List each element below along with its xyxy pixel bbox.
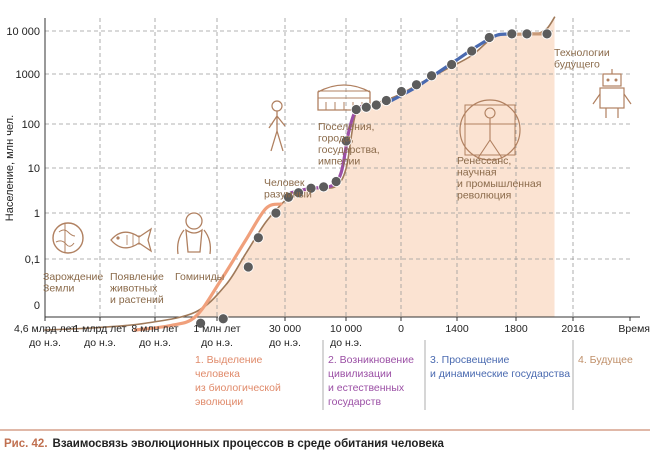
x-tick-label: 30 000 до н.э. bbox=[269, 323, 301, 349]
data-point bbox=[506, 28, 518, 40]
x-tick-label: 2016 bbox=[561, 323, 585, 335]
data-point bbox=[252, 232, 264, 244]
x-tick-label: 1 млн лет до н.э. bbox=[193, 323, 240, 349]
y-tick-label: 1000 bbox=[16, 69, 40, 81]
data-point bbox=[195, 317, 207, 329]
y-tick-label: 0,1 bbox=[25, 254, 40, 266]
data-point bbox=[217, 313, 229, 325]
area-fill-early bbox=[195, 191, 299, 317]
hominid-icon bbox=[176, 212, 212, 255]
data-point bbox=[242, 261, 254, 273]
vitruvian-man-icon bbox=[459, 99, 521, 161]
data-point bbox=[411, 79, 422, 91]
y-tick-label: 100 bbox=[22, 119, 40, 131]
data-point bbox=[350, 104, 362, 115]
annotation-label: Гоминиды bbox=[175, 271, 224, 283]
data-point bbox=[340, 135, 352, 147]
x-tick-label: Время bbox=[618, 323, 650, 335]
y-axis-title: Население, млн чел. bbox=[4, 115, 16, 221]
annotation-label: Ренессанс, научная и промышленная революция bbox=[457, 155, 541, 202]
y-tick-label: 10 bbox=[28, 163, 40, 175]
x-tick-label: 4,6 млрд лет до н.э. bbox=[14, 323, 76, 349]
data-point bbox=[426, 70, 437, 82]
data-point bbox=[305, 182, 317, 194]
area-fill bbox=[296, 17, 555, 317]
data-point bbox=[318, 181, 330, 193]
annotation-label: Человек разумный bbox=[264, 177, 312, 201]
data-point bbox=[283, 191, 294, 203]
era-label-4: 4. Будущее bbox=[578, 354, 633, 366]
colosseum-icon bbox=[317, 84, 371, 111]
data-point bbox=[396, 86, 407, 97]
earth-icon bbox=[52, 222, 84, 254]
data-point bbox=[270, 207, 282, 219]
robot-icon bbox=[592, 69, 632, 118]
era-label-3: 3. Просвещение и динамические государства bbox=[430, 354, 570, 380]
x-tick-label: 1 млрд лет до н.э. bbox=[73, 323, 126, 349]
data-point bbox=[541, 28, 553, 40]
data-point bbox=[380, 95, 392, 106]
annotation-label: Технологии будущего bbox=[554, 47, 610, 71]
x-tick-label: 1400 bbox=[445, 323, 469, 335]
data-point bbox=[293, 187, 304, 199]
fish-icon bbox=[110, 227, 153, 253]
y-tick-label: 0 bbox=[34, 300, 40, 312]
data-point bbox=[330, 176, 342, 187]
data-point bbox=[466, 45, 478, 57]
annotation-label: Появление животных и растений bbox=[110, 271, 164, 306]
era-label-1: 1. Выделение человека из биологической эвол… bbox=[195, 354, 281, 408]
x-tick-label: 8 млн лет до н.э. bbox=[131, 323, 178, 349]
data-point bbox=[370, 99, 382, 111]
y-tick-label: 1 bbox=[34, 208, 40, 220]
data-point bbox=[446, 59, 458, 70]
data-point bbox=[483, 32, 495, 43]
annotation-label: Поселения, города, государства, империи bbox=[318, 121, 380, 168]
data-point bbox=[360, 101, 372, 113]
x-tick-label: 10 000 до н.э. bbox=[330, 323, 362, 349]
x-tick-label: 1800 bbox=[504, 323, 528, 335]
homo-sapiens-icon bbox=[268, 100, 286, 152]
x-tick-label: 0 bbox=[398, 323, 404, 335]
annotation-label: Зарождение Земли bbox=[43, 271, 103, 295]
data-point bbox=[521, 28, 533, 40]
era-label-2: 2. Возникновение цивилизации и естественны… bbox=[328, 354, 414, 408]
y-tick-label: 10 000 bbox=[6, 26, 40, 38]
series-line-1 bbox=[133, 202, 283, 332]
figure-caption: Рис. 42. Взаимосвязь эволюционных процесс… bbox=[4, 438, 445, 450]
